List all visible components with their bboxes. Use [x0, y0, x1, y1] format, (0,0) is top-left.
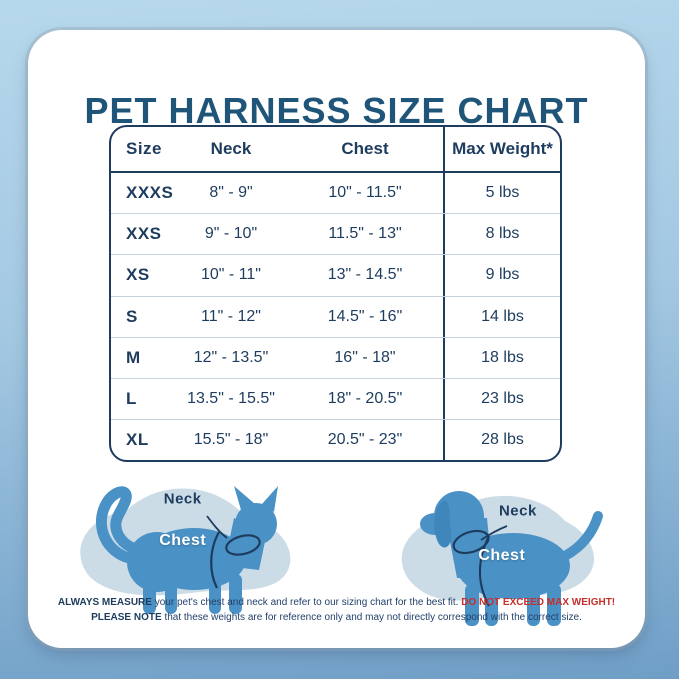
footnote-line2-text: that these weights are for reference onl…: [161, 611, 582, 623]
cat-ear: [261, 486, 278, 512]
neck-pointer-line: [480, 525, 507, 541]
header-max-weight: Max Weight*: [443, 127, 560, 171]
cell-neck: 8" - 9": [209, 184, 253, 202]
cell-chest: 20.5" - 23": [327, 431, 403, 449]
cat-measurement-figure: Neck Chest: [59, 466, 329, 616]
cell-neck: 10" - 11": [201, 266, 261, 284]
cell-neck: 12" - 13.5": [193, 348, 269, 366]
measurement-figures: Neck Chest: [28, 466, 645, 626]
dog-chest-label: Chest: [478, 546, 526, 564]
cell-neck: 15.5" - 18": [193, 431, 269, 449]
cell-neck: 11" - 12": [201, 307, 261, 325]
chest-measure-line: [209, 531, 220, 589]
cell-size: L: [126, 389, 137, 409]
cat-chest-label: Chest: [159, 532, 207, 549]
page-title: PET HARNESS SIZE CHART: [84, 90, 589, 132]
cat-illustration: [79, 486, 290, 614]
footnote-always-measure: ALWAYS MEASURE: [57, 597, 152, 608]
cell-weight: 8 lbs: [443, 214, 560, 255]
table-row: XXS 9" - 10" 11.5" - 13" 8 lbs: [111, 214, 560, 256]
cell-weight: 9 lbs: [443, 255, 560, 296]
dog-measurement-figure: Neck Chest: [385, 466, 615, 626]
table-row: XXXS 8" - 9" 10" - 11.5" 5 lbs: [111, 173, 560, 215]
neck-measure-line: [224, 534, 261, 556]
size-chart-card: PET HARNESS SIZE CHART Size Neck Chest M…: [28, 30, 645, 648]
table-header-row: Size Neck Chest Max Weight*: [111, 127, 560, 173]
table-row: M 12" - 13.5" 16" - 18" 18 lbs: [111, 337, 560, 379]
cat-neck-label: Neck: [163, 490, 202, 508]
dog-illustration: [401, 491, 603, 626]
cell-chest: 10" - 11.5": [328, 184, 402, 202]
cell-weight: 23 lbs: [443, 378, 560, 420]
header-neck: Neck: [210, 139, 252, 158]
neck-pointer-line: [205, 515, 228, 539]
dog-tail: [559, 511, 603, 561]
cell-neck: 13.5" - 15.5": [187, 390, 275, 408]
header-size: Size: [126, 139, 163, 158]
cell-size: S: [126, 306, 138, 326]
table-row: S 11" - 12" 14.5" - 16" 14 lbs: [111, 296, 560, 338]
footnote-line1-text: your pet's chest and neck and refer to o…: [151, 597, 462, 608]
cell-size: M: [126, 347, 141, 367]
cell-weight: 18 lbs: [443, 337, 560, 378]
cell-chest: 14.5" - 16": [327, 307, 403, 325]
cat-tail: [95, 486, 138, 564]
footnote: ALWAYS MEASURE your pet's chest and neck…: [46, 596, 627, 625]
cell-size: XXXS: [126, 183, 174, 203]
cell-weight: 5 lbs: [443, 173, 560, 214]
header-chest: Chest: [341, 139, 389, 158]
cell-chest: 11.5" - 13": [328, 225, 402, 243]
dog-neck-label: Neck: [498, 502, 537, 520]
dog-ear: [433, 500, 451, 548]
cat-ear: [233, 486, 255, 510]
cell-chest: 18" - 20.5": [327, 390, 403, 408]
table-row: XL 15.5" - 18" 20.5" - 23" 28 lbs: [111, 420, 560, 461]
cell-chest: 16" - 18": [334, 348, 396, 366]
cat-silhouette: [95, 486, 278, 614]
cell-weight: 14 lbs: [443, 296, 560, 337]
size-table: Size Neck Chest Max Weight* XXXS 8" - 9"…: [109, 125, 562, 463]
cell-size: XXS: [126, 224, 162, 244]
cell-chest: 13" - 14.5": [327, 266, 403, 284]
chest-measure-line: [478, 535, 490, 607]
cell-weight: 28 lbs: [443, 420, 560, 461]
footnote-please-note: PLEASE NOTE: [91, 611, 162, 623]
cell-size: XL: [126, 430, 149, 450]
cell-size: XS: [126, 265, 150, 285]
table-row: L 13.5" - 15.5" 18" - 20.5" 23 lbs: [111, 378, 560, 421]
cell-neck: 9" - 10": [204, 225, 258, 243]
footnote-warning: DO NOT EXCEED MAX WEIGHT!: [461, 597, 616, 608]
table-row: XS 10" - 11" 13" - 14.5" 9 lbs: [111, 255, 560, 297]
